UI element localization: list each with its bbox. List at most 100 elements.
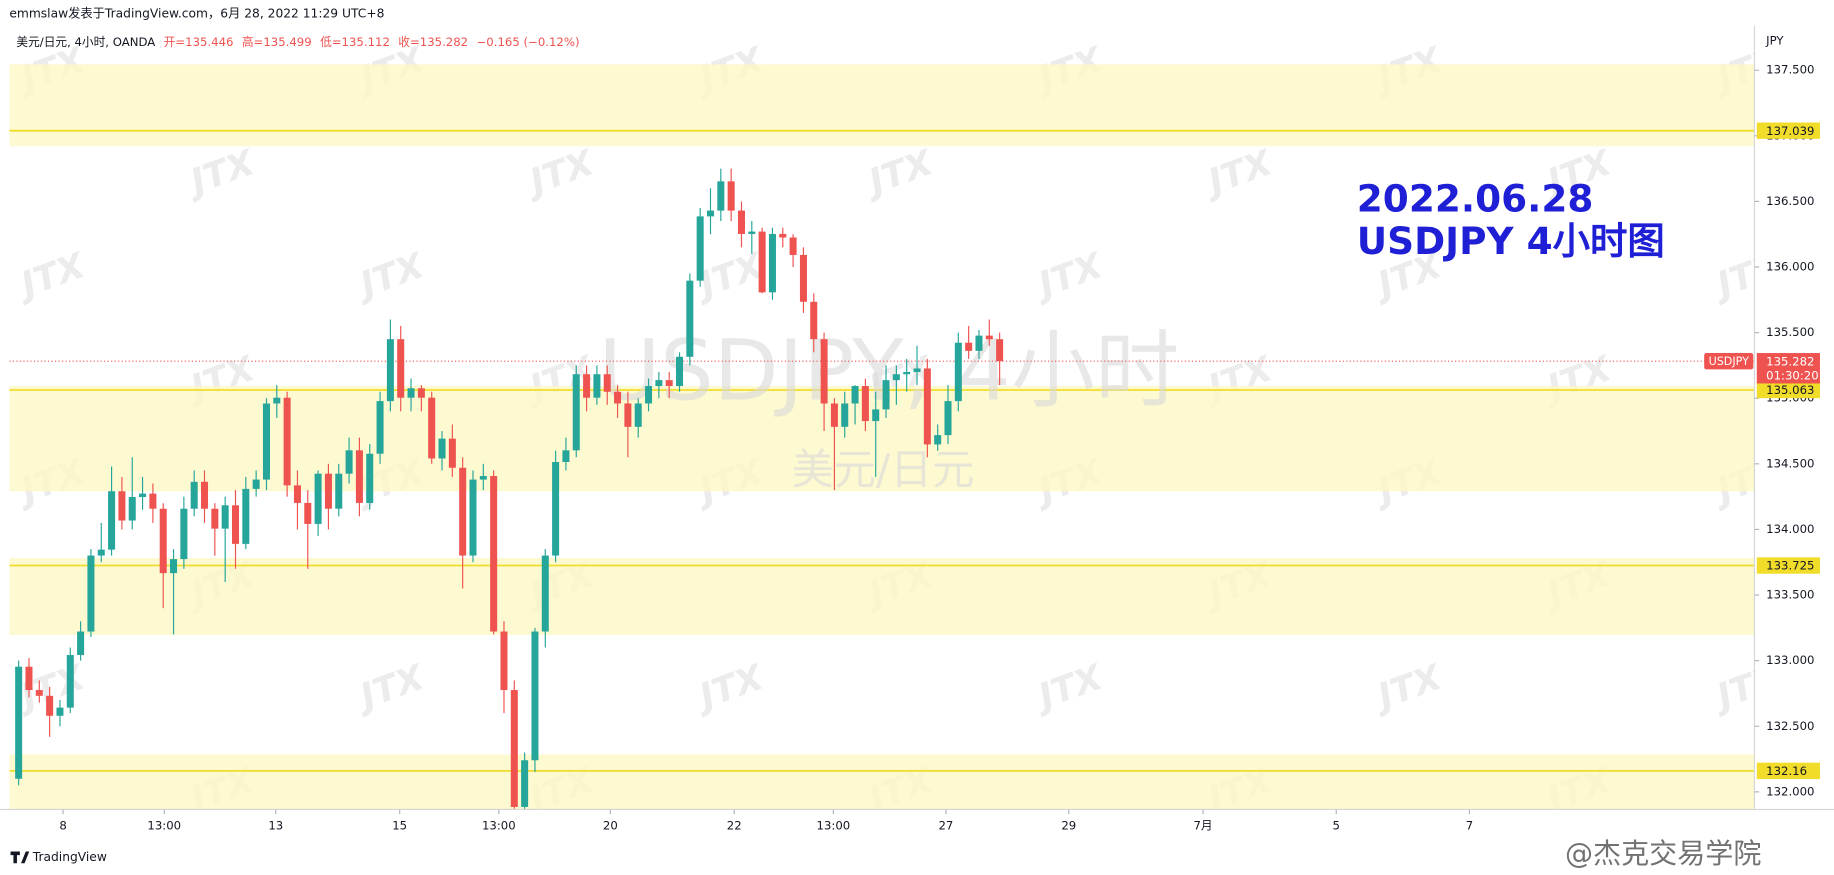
- candle-body: [469, 479, 477, 556]
- candle-body: [954, 342, 962, 402]
- candle-body: [15, 666, 23, 779]
- candle-body: [355, 450, 363, 503]
- candle-body: [25, 666, 33, 691]
- x-tick-label: 13:00: [817, 818, 851, 832]
- candle-body: [56, 707, 64, 716]
- candle-body: [727, 181, 735, 211]
- zone-label-box: [1756, 381, 1820, 399]
- x-tick-label: 7月: [1193, 818, 1212, 832]
- watermark: JTX: [1197, 142, 1279, 205]
- candle-body: [923, 368, 931, 445]
- watermark: JTX: [858, 142, 940, 205]
- candle-body: [66, 655, 74, 708]
- legend-close: 收=135.282: [398, 35, 468, 49]
- watermark: JTX: [180, 142, 262, 205]
- candle-body: [118, 491, 126, 521]
- price-tag-countdown: 01:30:20: [1766, 368, 1819, 382]
- price-tag-box: [1756, 353, 1820, 384]
- symbol-subtitle: 美元/日元: [792, 445, 975, 494]
- watermark: JTX: [519, 142, 601, 205]
- candle-body: [758, 231, 766, 293]
- legend: 美元/日元, 4小时, OANDA 开=135.446 高=135.499 低=…: [16, 35, 579, 49]
- candle-body: [324, 473, 332, 509]
- legend-open: 开=135.446: [164, 35, 234, 49]
- candle-body: [944, 401, 952, 436]
- price-tag-price: 135.282: [1766, 354, 1814, 368]
- candle-body: [872, 409, 880, 422]
- candle-body: [861, 386, 869, 422]
- candle-body: [572, 374, 580, 451]
- candle-body: [149, 493, 157, 509]
- candle-body: [531, 631, 539, 761]
- candle-body: [510, 690, 518, 807]
- y-tick-label: 136.000: [1766, 260, 1814, 274]
- y-tick-label: 133.000: [1766, 653, 1814, 667]
- price-tag-symbol-box: [1704, 353, 1754, 370]
- legend-change: −0.165 (−0.12%): [477, 35, 580, 49]
- candle-body: [799, 254, 807, 302]
- annotation: USDJPY 4小时图: [1357, 219, 1665, 263]
- candle-body: [706, 210, 715, 217]
- zone: [9, 557, 1755, 636]
- y-tick-label: 137.500: [1766, 63, 1814, 77]
- candle-body: [180, 508, 188, 560]
- zone: [9, 386, 1755, 492]
- candle-body: [407, 388, 415, 398]
- candle-body: [851, 386, 859, 404]
- annotation: 2022.06.28: [1357, 177, 1594, 221]
- candle-body: [583, 374, 591, 398]
- candle-body: [541, 555, 549, 632]
- candle-body: [139, 493, 147, 498]
- candle-body: [428, 397, 436, 459]
- y-tick-label: 135.500: [1766, 325, 1814, 339]
- candle-body: [552, 461, 560, 556]
- candle-body: [645, 386, 653, 404]
- candle-body: [159, 508, 167, 574]
- corner-watermark: @杰克交易学院: [1565, 837, 1761, 870]
- x-tick-label: 5: [1333, 818, 1340, 832]
- candle-body: [97, 549, 105, 556]
- candle-body: [252, 479, 260, 489]
- candle-body: [779, 233, 787, 238]
- candle-body: [108, 491, 116, 550]
- candle-body: [737, 210, 745, 234]
- candle-body: [35, 690, 43, 696]
- candle-body: [748, 231, 756, 234]
- watermark: JTX: [1028, 656, 1110, 719]
- watermark: JTX: [1367, 656, 1449, 719]
- y-tick-label: 136.500: [1766, 194, 1814, 208]
- x-tick-label: 29: [1061, 818, 1076, 832]
- candle-body: [242, 488, 250, 544]
- footer-text: TradingView: [32, 850, 107, 864]
- candle-body: [77, 631, 85, 656]
- candle-body: [335, 473, 343, 509]
- candle-body: [830, 403, 838, 427]
- candle-body: [985, 335, 993, 340]
- zone-label-box: [1756, 122, 1820, 139]
- candle-body: [376, 401, 384, 454]
- x-tick-label: 22: [727, 818, 742, 832]
- x-tick-label: 13:00: [482, 818, 516, 832]
- candle-body: [975, 335, 983, 351]
- candle-body: [521, 760, 529, 807]
- candle-body: [665, 380, 673, 387]
- y-tick-label: 132.000: [1766, 784, 1814, 798]
- candle-body: [417, 388, 425, 398]
- candle-body: [717, 181, 725, 211]
- candle-body: [262, 403, 270, 480]
- zone-label: 132.16: [1766, 764, 1807, 778]
- candle-body: [965, 342, 973, 351]
- legend-symbol: 美元/日元, 4小时, OANDA: [16, 35, 155, 49]
- watermark: JTX: [1028, 245, 1110, 308]
- candle-body: [201, 481, 209, 509]
- candle-body: [386, 339, 394, 402]
- candle-body: [211, 508, 219, 529]
- candle-body: [293, 485, 301, 503]
- x-tick-label: 13: [268, 818, 283, 832]
- x-tick-label: 7: [1466, 818, 1473, 832]
- footer: TradingView: [10, 850, 107, 864]
- zone: [9, 754, 1755, 810]
- watermark: JTX: [349, 245, 431, 308]
